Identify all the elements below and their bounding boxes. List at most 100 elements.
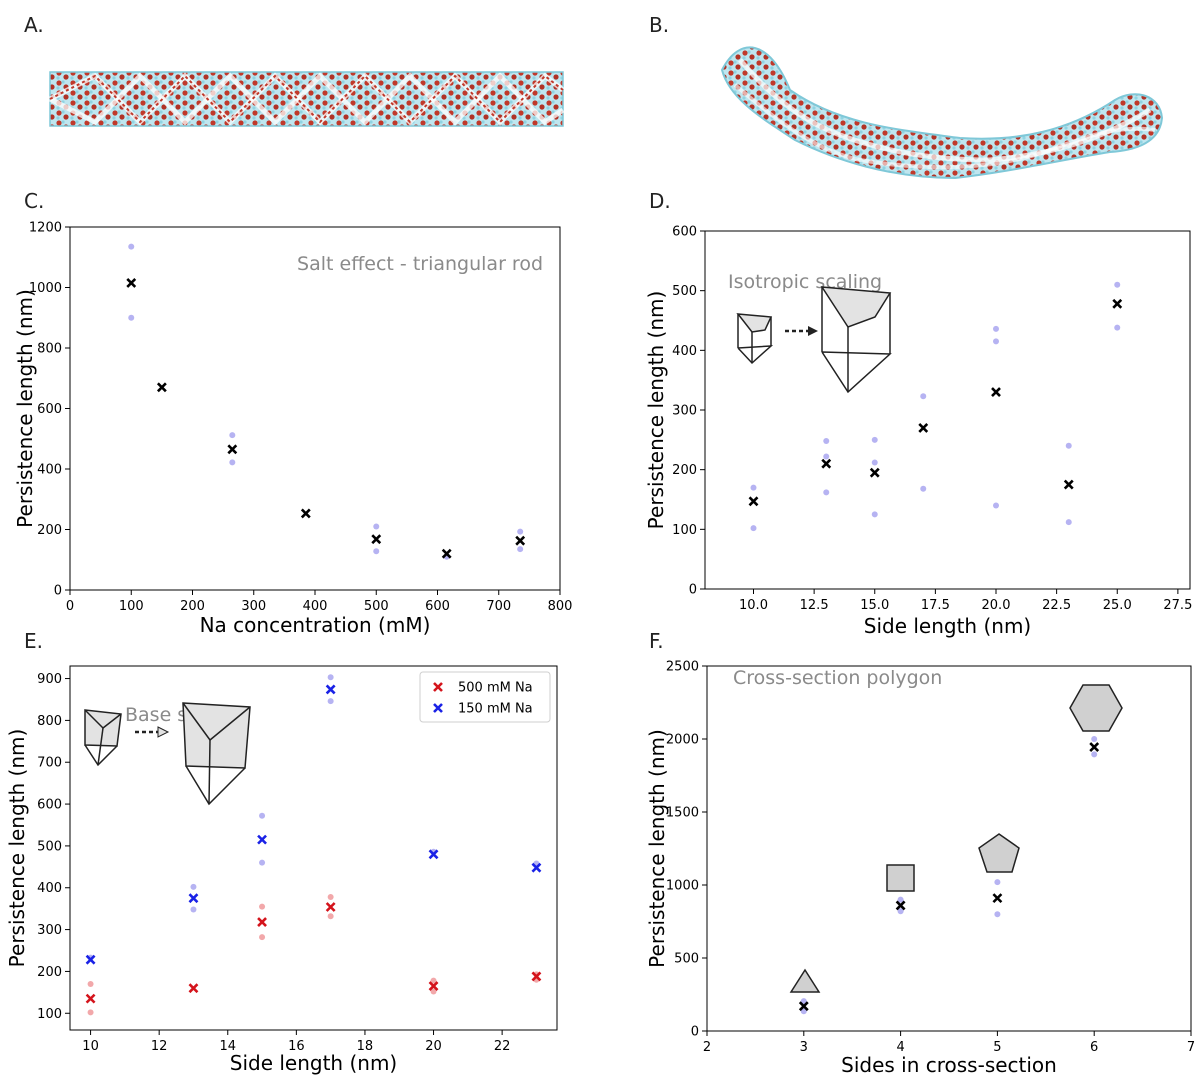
sample-point <box>87 980 94 987</box>
sample-point <box>994 879 1001 886</box>
panel-annotation: Salt effect - triangular rod <box>297 253 543 275</box>
chart-panel-d: 10.0 12.5 15.0 17.5 20.0 22.5 25.0 27.5 0 100 200 3… <box>644 225 1192 639</box>
panel-label-b: B. <box>649 13 669 37</box>
sample-point <box>327 674 334 681</box>
mean-marker <box>126 278 137 288</box>
x-axis-label: Na concentration (mM) <box>200 613 431 637</box>
panel-label-a: A. <box>24 13 44 37</box>
y-tick-label: 2500 <box>666 660 699 675</box>
panel-label-e: E. <box>24 629 43 653</box>
x-tick-label: 100 <box>119 599 144 614</box>
legend-label: 500 mM Na <box>458 681 533 696</box>
x-tick-label: 16 <box>288 1039 305 1054</box>
x-tick-label: 500 <box>364 599 389 614</box>
mean-marker <box>156 382 167 393</box>
y-tick-label: 500 <box>674 952 699 967</box>
sample-point <box>993 338 999 345</box>
sample-point <box>823 438 830 445</box>
y-tick-label: 1500 <box>666 806 699 821</box>
sample-point <box>327 698 334 705</box>
plot-frame <box>69 226 561 591</box>
y-tick-label: 900 <box>37 672 62 687</box>
x-axis-label: Side length (nm) <box>230 1051 397 1075</box>
x-tick-label: 7 <box>1187 1040 1195 1055</box>
x-tick-label: 12 <box>151 1039 168 1054</box>
mean-marker <box>188 893 199 904</box>
mean-marker <box>1112 298 1123 309</box>
y-tick-label: 400 <box>37 881 62 896</box>
sample-point <box>897 908 904 915</box>
mean-marker <box>428 981 439 991</box>
sample-point <box>871 511 878 518</box>
x-tick-label: 25.0 <box>1103 598 1132 613</box>
dna-rod-bent-image <box>720 46 1164 180</box>
sample-point <box>373 523 380 530</box>
y-axis-label: Persistence length (nm) <box>645 729 669 968</box>
panel-label-c: C. <box>24 189 44 213</box>
x-tick-label: 10.0 <box>739 598 768 613</box>
x-tick-label: 5 <box>993 1040 1001 1055</box>
x-tick-label: 600 <box>425 599 450 614</box>
y-tick-label: 500 <box>37 839 62 854</box>
y-tick-label: 600 <box>37 402 62 417</box>
mean-marker <box>257 917 267 927</box>
x-tick-label: 400 <box>303 599 328 614</box>
sample-point <box>800 998 807 1005</box>
sample-point <box>897 896 904 903</box>
y-tick-label: 200 <box>672 463 697 478</box>
panel-label-d: D. <box>649 189 671 213</box>
mean-marker <box>895 900 906 911</box>
sample-point <box>920 393 927 400</box>
y-axis-label: Persistence length (nm) <box>644 291 668 530</box>
x-tick-label: 12.5 <box>800 598 829 613</box>
sample-point <box>1091 736 1098 742</box>
polygon-shapes-inset <box>789 684 1123 993</box>
x-tick-label: 22 <box>494 1039 511 1054</box>
y-tick-label: 100 <box>37 1007 62 1022</box>
pentagon-shape <box>978 833 1020 873</box>
mean-marker <box>85 993 96 1004</box>
x-tick-label: 20.0 <box>982 598 1011 613</box>
y-tick-label: 2000 <box>666 733 699 748</box>
sample-point <box>517 528 524 535</box>
sample-point <box>229 432 236 439</box>
chart-panel-e: 10 12 14 16 18 20 22 100 200 300 400 500 600 700 800 90… <box>5 665 558 1075</box>
mean-marker <box>227 444 238 455</box>
sample-point <box>871 436 878 443</box>
x-tick-label: 700 <box>486 599 511 614</box>
mean-marker <box>992 893 1003 904</box>
y-tick-label: 600 <box>37 798 62 813</box>
x-tick-label: 0 <box>66 599 74 614</box>
triangle-shape <box>789 968 821 993</box>
sample-point <box>750 525 757 532</box>
y-axis-label: Persistence length (nm) <box>5 729 29 968</box>
legend-box <box>419 671 551 723</box>
x-tick-label: 22.5 <box>1042 598 1071 613</box>
x-tick-label: 3 <box>800 1040 808 1055</box>
x-tick-label: 4 <box>896 1040 904 1055</box>
sample-point <box>1065 442 1072 449</box>
y-tick-label: 600 <box>672 225 697 240</box>
x-tick-label: 2 <box>703 1040 711 1055</box>
mean-marker <box>257 834 267 845</box>
y-tick-label: 700 <box>37 756 62 771</box>
y-tick-label: 800 <box>37 342 62 357</box>
sample-point <box>259 903 266 910</box>
y-tick-label: 200 <box>37 965 62 980</box>
y-tick-label: 300 <box>37 923 62 938</box>
y-tick-label: 0 <box>691 1025 699 1040</box>
chart-panel-f: 2 3 4 5 6 7 0 500 1000 1500 2000 2500 Sides in cross… <box>645 660 1195 1076</box>
chart-panel-c: 0 100 200 300 400 500 600 700 800 0 200 400 600 800 10… <box>13 221 572 638</box>
sample-point <box>800 1008 807 1015</box>
sample-point <box>190 906 197 913</box>
mean-marker <box>748 496 759 507</box>
sample-point <box>994 911 1001 918</box>
y-tick-label: 500 <box>672 284 697 299</box>
x-tick-label: 15.0 <box>860 598 889 613</box>
y-tick-label: 200 <box>37 523 62 538</box>
mean-marker <box>821 458 832 469</box>
y-tick-label: 300 <box>672 404 697 419</box>
mean-marker <box>798 1001 809 1012</box>
y-tick-label: 100 <box>672 523 697 538</box>
